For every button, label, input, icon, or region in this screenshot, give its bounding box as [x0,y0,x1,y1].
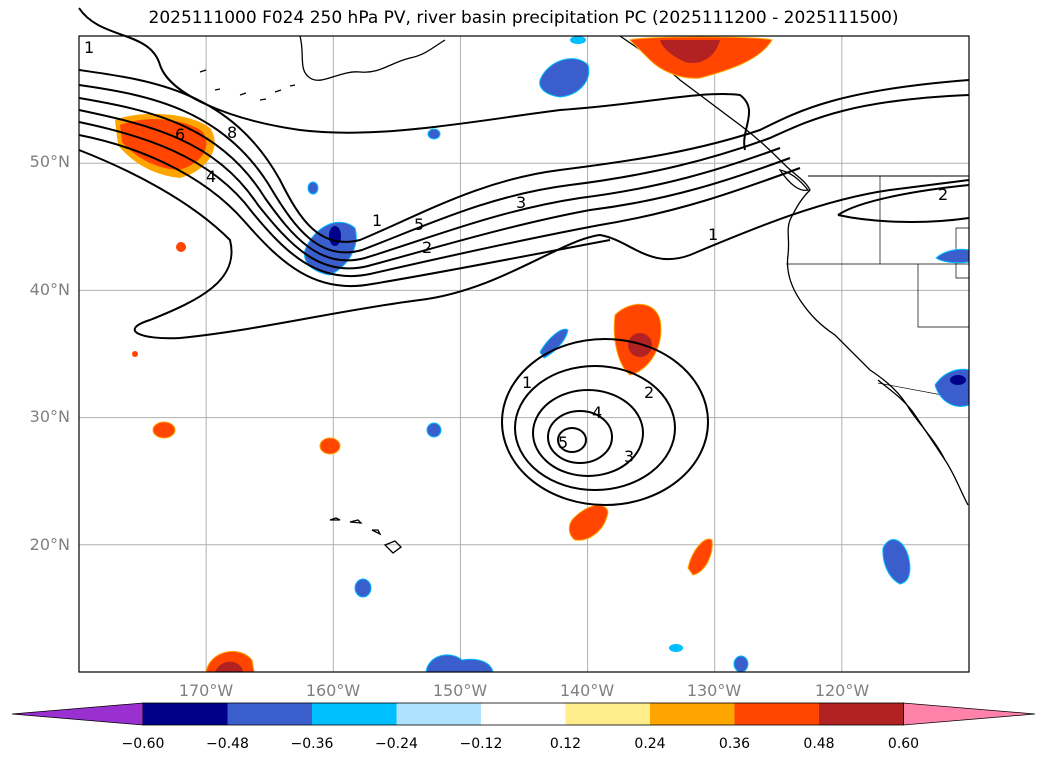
gridlines [79,36,969,672]
lat-label: 50°N [29,152,70,171]
colorbar-tick-label: −0.60 [121,736,165,752]
colorbar-segment [312,703,397,725]
contour-label: 6 [175,125,185,144]
contour-label: 3 [624,447,634,466]
colorbar-segment [227,703,313,725]
lon-label: 160°W [305,681,361,700]
colorbar-tick-label: −0.12 [459,736,503,752]
colorbar-tick-label: −0.36 [290,736,334,752]
pv-contours [78,7,970,506]
colorbar-tick-label: 0.24 [634,736,666,752]
colorbar-segment [819,703,904,725]
colorbar-segment [734,703,820,725]
colorbar-tick-label: 0.60 [887,736,920,752]
colorbar-tick-label: 0.48 [803,736,835,752]
contour-label: 2 [938,185,948,204]
colorbar-tick-label: 0.12 [549,736,582,752]
contour-label: 8 [227,123,237,142]
colorbar-tick-label: −0.24 [375,736,418,752]
contour-label: 2 [422,238,432,257]
contour-label: 1 [372,211,382,230]
map-figure: 1 6 8 4 1 5 2 3 1 2 1 2 4 3 5 [78,7,970,673]
contour-label: 4 [592,403,602,422]
contour-label: 2 [644,383,654,402]
colorbar-segment [565,703,651,725]
colorbar-segment [396,703,482,725]
coastlines [199,35,970,554]
colorbar-tick-label: −0.48 [206,736,249,752]
colorbar-outline [142,702,904,726]
colorbar-segment [650,703,735,725]
lon-label: 140°W [559,681,615,700]
contour-label: 1 [522,373,532,392]
colorbar-segment [143,703,228,725]
lat-label: 40°N [29,280,70,299]
lon-label: 170°W [178,681,234,700]
lon-label: 150°W [432,681,488,700]
lon-label: 130°W [686,681,742,700]
map-background [79,36,969,672]
lon-label: 120°W [814,681,870,700]
contour-label: 4 [206,167,216,186]
lat-label: 20°N [29,535,70,554]
colorbar-segment [481,703,566,725]
colorbar-segments [11,702,1036,726]
contour-label: 3 [516,193,526,212]
map-title: 2025111000 F024 250 hPa PV, river basin … [148,8,899,28]
colorbar-extend-max [903,702,1036,726]
map-frame [78,35,970,673]
contour-label: 5 [558,433,568,452]
contour-label-layer: 1 6 8 4 1 5 2 3 1 2 1 2 4 3 5 [84,38,948,466]
colorbar-extend-min [11,702,144,726]
colorbar-tick-label: 0.36 [718,736,751,752]
lat-label: 30°N [29,407,70,426]
contour-label: 5 [414,215,424,234]
contour-label: 1 [84,38,94,57]
contour-label: 1 [708,225,718,244]
